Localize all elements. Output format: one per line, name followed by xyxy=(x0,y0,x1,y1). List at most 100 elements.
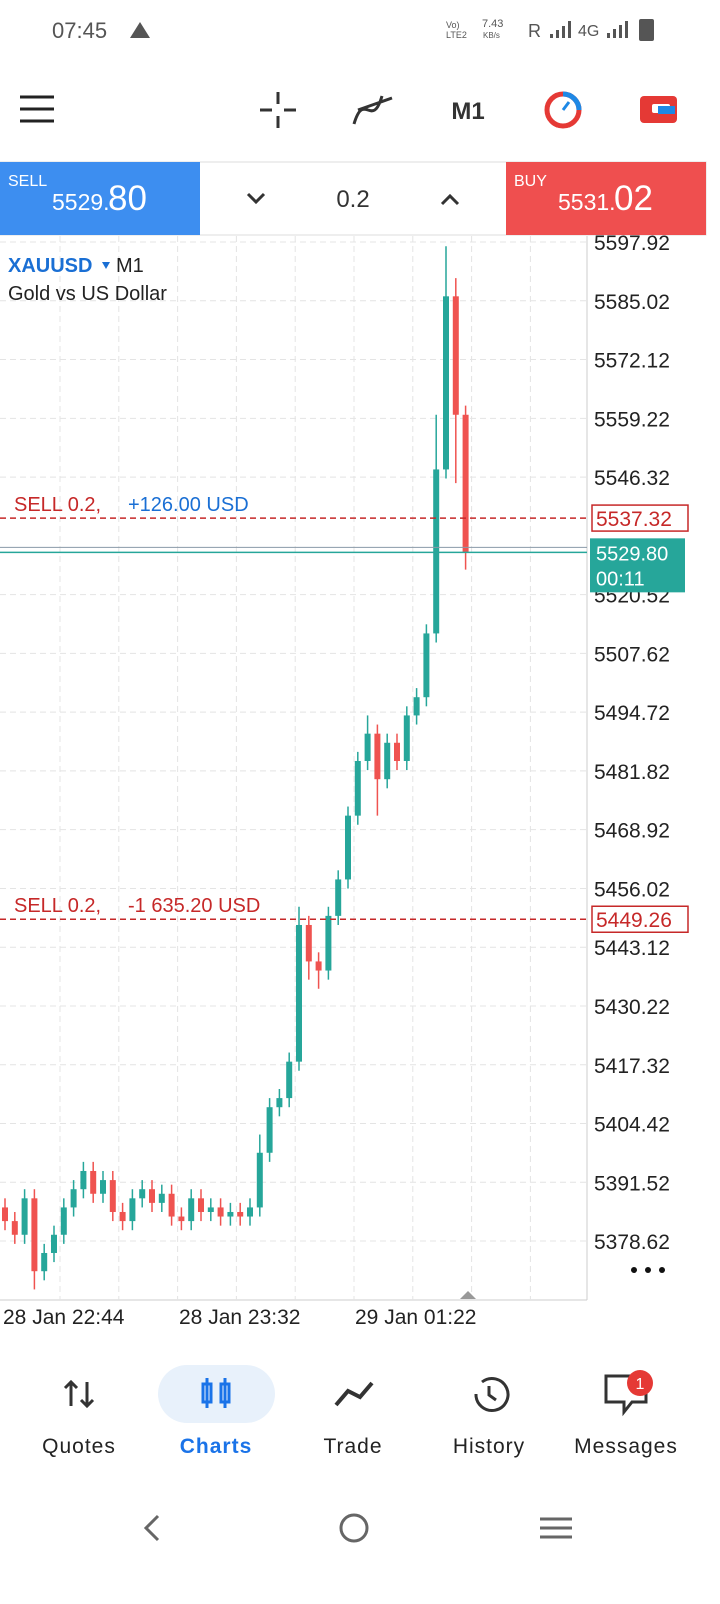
candle-body xyxy=(325,915,332,971)
order-profit[interactable]: +126.00 USD xyxy=(128,494,249,516)
nav-item[interactable]: Charts xyxy=(180,1435,253,1458)
candle-body xyxy=(100,1180,106,1194)
candle-body xyxy=(109,1180,116,1212)
y-tick-label: 5559.22 xyxy=(594,408,670,431)
candle-body xyxy=(443,296,449,470)
candle-body xyxy=(364,733,371,761)
order-price-box xyxy=(591,504,689,532)
y-tick-label: 5468.92 xyxy=(594,820,670,843)
signal-icon-2 xyxy=(607,21,628,38)
badge-count: 1 xyxy=(636,1376,645,1393)
candle-body xyxy=(296,924,302,1062)
lot[interactable]: 0.2 xyxy=(336,186,369,213)
objects-button[interactable] xyxy=(544,91,582,129)
candle-body xyxy=(315,961,322,971)
candle-body xyxy=(276,1098,283,1108)
crosshair-button[interactable] xyxy=(260,92,296,128)
timeframe-button[interactable]: M1 xyxy=(451,98,484,125)
sell-label: SELL xyxy=(8,173,47,190)
order-price: 5537.32 xyxy=(596,508,672,531)
candle-body xyxy=(394,742,400,761)
trade-icon xyxy=(334,1381,374,1407)
candle-body xyxy=(2,1207,8,1222)
candle-body xyxy=(11,1221,18,1235)
symbol[interactable]: XAUUSD xyxy=(8,255,92,277)
speed: 7.43 xyxy=(482,18,503,30)
sell-price: 5529. xyxy=(52,189,110,215)
chart-timeframe: M1 xyxy=(116,255,144,277)
y-tick-label: 5597.92 xyxy=(594,232,670,255)
candle-body xyxy=(188,1198,195,1222)
buy-label: BUY xyxy=(514,173,547,190)
indicators-button[interactable] xyxy=(352,95,393,125)
lot-down[interactable] xyxy=(246,192,266,205)
speed-unit: KB/s xyxy=(483,31,500,40)
active-tab-pill xyxy=(158,1365,275,1423)
volte: Vo) xyxy=(446,20,460,30)
nav-item[interactable]: Quotes xyxy=(42,1435,116,1458)
battery-icon xyxy=(639,19,654,41)
y-tick-label: 5404.42 xyxy=(594,1114,670,1137)
candle-body xyxy=(178,1216,185,1222)
candle-body xyxy=(198,1198,204,1212)
candle-body xyxy=(237,1211,244,1217)
candle-body xyxy=(403,715,410,761)
candle-body xyxy=(247,1207,253,1217)
history-icon xyxy=(474,1377,510,1412)
signal-icon xyxy=(550,21,571,38)
candle-body xyxy=(354,760,361,816)
y-tick-label: 5546.32 xyxy=(594,467,670,490)
candle-body xyxy=(345,815,351,880)
candle-body xyxy=(305,924,312,962)
candle-body xyxy=(335,879,342,916)
order-label[interactable]: SELL 0.2, xyxy=(14,494,101,516)
order-label[interactable]: SELL 0.2, xyxy=(14,895,101,917)
candle-body xyxy=(158,1193,165,1203)
nav-item[interactable]: History xyxy=(453,1435,525,1458)
trade-button[interactable] xyxy=(640,96,677,123)
candle-body xyxy=(266,1107,273,1153)
clock: 07:45 xyxy=(52,18,107,43)
candle-body xyxy=(384,742,391,780)
bid-label: 5529.80 xyxy=(596,543,668,565)
bid-label-box xyxy=(590,538,685,593)
shift-marker xyxy=(460,1291,476,1299)
y-tick-label: 5572.12 xyxy=(594,350,670,373)
y-tick-label: 5481.82 xyxy=(594,761,670,784)
more-button[interactable] xyxy=(631,1267,665,1273)
candle-body xyxy=(256,1152,263,1208)
menu-button[interactable] xyxy=(20,95,54,123)
back-button[interactable] xyxy=(143,1514,160,1542)
x-tick-label: 29 Jan 01:22 xyxy=(355,1306,476,1329)
candle-body xyxy=(41,1252,48,1272)
candle-body xyxy=(80,1170,87,1190)
order-profit[interactable]: -1 635.20 USD xyxy=(128,895,260,917)
recents-button[interactable] xyxy=(540,1517,572,1539)
charts-icon xyxy=(201,1378,231,1408)
nav-item[interactable]: Messages xyxy=(574,1435,678,1458)
lot-up[interactable] xyxy=(440,193,460,206)
candle-body xyxy=(227,1211,234,1217)
home-button[interactable] xyxy=(339,1513,369,1543)
badge xyxy=(627,1370,653,1396)
sell-button[interactable] xyxy=(0,162,200,235)
symbol-description: Gold vs US Dollar xyxy=(8,283,167,305)
order-price-box xyxy=(591,905,689,933)
candle-body xyxy=(31,1198,38,1272)
buy-button[interactable] xyxy=(506,162,706,235)
symbol-dropdown[interactable] xyxy=(102,262,110,269)
candle-body xyxy=(433,469,440,634)
y-tick-label: 5378.62 xyxy=(594,1231,670,1254)
candle-body xyxy=(452,296,459,415)
sell-price-big: 80 xyxy=(108,179,147,218)
candle-body xyxy=(286,1061,293,1099)
nav-item[interactable]: Trade xyxy=(323,1435,382,1458)
y-tick-label: 5391.52 xyxy=(594,1172,670,1195)
bid-timer: 00:11 xyxy=(596,568,645,590)
candle-body xyxy=(168,1193,175,1217)
quotes-icon xyxy=(63,1379,95,1409)
candle-body xyxy=(60,1207,67,1235)
buy-price-big: 02 xyxy=(614,179,653,218)
y-tick-label: 5507.62 xyxy=(594,643,670,666)
